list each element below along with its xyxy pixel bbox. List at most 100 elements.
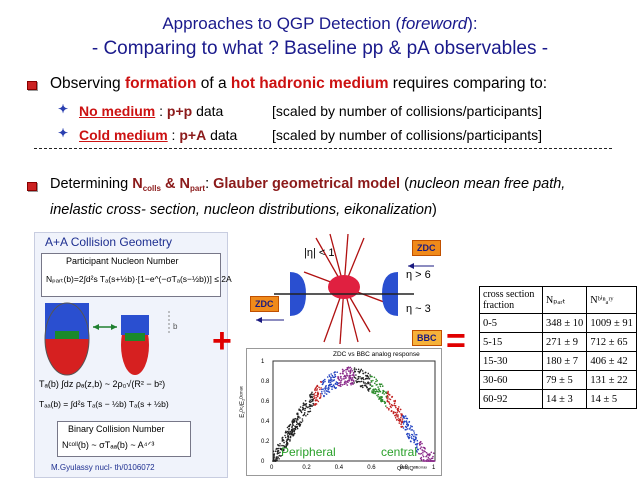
scatter-point [421,442,423,445]
scatter-point [378,396,381,398]
scatter-point [306,406,308,408]
scatter-point [379,385,382,388]
scatter-point [377,396,379,398]
bullet1-text: Observing formation of a hot hadronic me… [50,75,548,92]
x-tick-label: 0.8 [400,465,409,471]
scatter-point [395,419,398,421]
scatter-point [394,417,397,419]
scatter-point [353,367,356,369]
scatter-point [276,453,279,455]
scatter-point [377,391,380,393]
scatter-point [303,414,305,416]
scatter-point [301,420,304,422]
central-label: central [381,445,418,459]
scatter-point [309,410,312,413]
sub-bullet1-text: No medium : p+p data [79,103,224,119]
scatter-point [393,402,396,405]
scatter-point [348,367,350,369]
scatter-point [408,437,410,440]
scatter-point [294,427,297,429]
scatter-point [413,430,415,432]
zdc-label-top: ZDC [412,240,441,256]
scatter-point [408,433,410,435]
scatter-point [364,384,366,387]
scatter-point [408,421,410,423]
scatter-point [346,375,349,377]
scatter-point [349,382,352,385]
scatter-point [398,411,401,413]
scatter-point [419,453,421,455]
scatter-point [409,440,412,442]
scatter-point [400,426,403,428]
scatter-point [391,395,393,398]
scatter-point [394,411,397,414]
scatter-point [315,403,318,405]
scatter-point [366,374,369,377]
scatter-point [376,394,378,397]
scatter-point [311,396,314,399]
scatter-point [357,370,359,373]
scatter-point [420,458,423,461]
scatter-point [319,393,322,395]
scatter-point [433,460,435,462]
scatter-point [304,407,307,410]
scatter-point [314,387,317,390]
scatter-point [291,422,294,424]
scatter-point [324,380,326,383]
x-tick-label: 0 [270,465,274,471]
title-suffix: ): [467,14,478,33]
scatter-point [322,381,325,384]
scatter-point [341,372,344,375]
scatter-point [391,404,394,407]
credit-text: M.Gyulassy nucl- th/0106072 [51,463,155,472]
scatter-point [405,417,407,420]
scatter-point [413,432,416,434]
scatter-axes [272,360,436,462]
scatter-point [407,436,410,439]
scatter-point [335,381,338,383]
scatter-point [343,369,345,372]
scatter-point [301,406,304,409]
scatter-point [394,405,397,407]
scatter-point [354,370,356,373]
scatter-point [341,368,344,371]
scatter-point [324,386,327,388]
scatter-point [281,440,284,442]
scatter-point [323,394,325,397]
scatter-point [341,384,344,386]
scatter-point [345,377,347,379]
impact-parameter-label: b [173,322,178,331]
zdc-label-left: ZDC [250,296,279,312]
scatter-point [397,419,400,422]
scatter-point [353,376,356,379]
scatter-point [324,392,326,394]
eta-label-3: η ~ 3 [406,303,431,315]
scatter-point [416,451,418,453]
scatter-point [282,449,284,452]
scatter-point [273,453,275,456]
scatter-point [430,457,433,460]
scatter-point [332,376,334,378]
scatter-point [413,441,415,444]
scatter-point [290,429,293,432]
scatter-point [369,382,371,384]
scatter-point [292,418,295,421]
scatter-title: ZDC vs BBC analog response [333,351,420,358]
scatter-point [340,380,342,382]
scatter-point [377,386,379,388]
scatter-point [338,384,341,387]
scatter-point [398,406,400,408]
scatter-point [400,415,403,417]
scatter-point [329,385,331,387]
scatter-point [311,400,313,403]
scatter-point [312,393,314,396]
scatter-point [327,390,329,393]
scatter-point [362,386,364,389]
zdc-bbc-scatter-panel: ZDC vs BBC analog response E₂ᴰᶜ/E₂ᴰᶜᵐᵃˣ … [240,348,442,476]
scatter-point [339,376,342,378]
scatter-point [321,388,323,391]
scatter-point [422,454,424,456]
scatter-point [390,410,393,413]
scatter-point [370,381,373,383]
scatter-point [351,377,354,379]
